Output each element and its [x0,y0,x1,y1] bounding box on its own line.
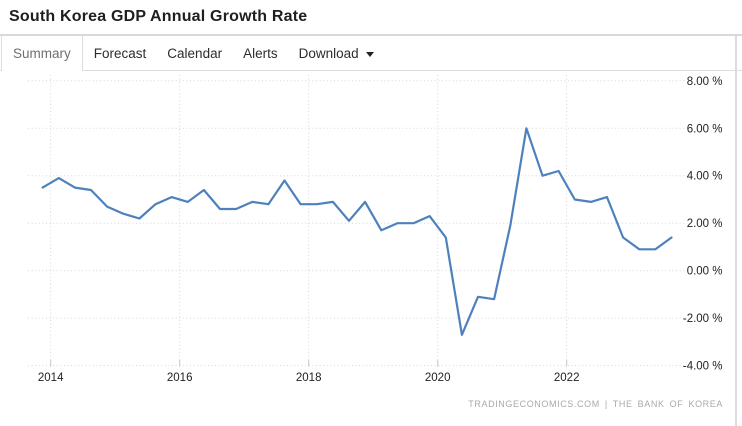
x-axis-label: 2020 [425,372,451,384]
x-axis-label: 2014 [38,372,64,384]
tab-calendar[interactable]: Calendar [167,45,223,61]
y-axis-label: -4.00 % [683,361,723,373]
y-axis-label: 8.00 % [687,76,723,88]
tab-download[interactable]: Download [289,36,384,70]
y-axis-label: 0.00 % [687,266,723,278]
tab-download-label: Download [298,45,359,61]
x-axis-label: 2016 [167,372,193,384]
tab-summary[interactable]: Summary [1,36,83,71]
caret-down-icon [365,51,374,57]
source-credit: TRADINGECONOMICS.COM | THE BANK OF KOREA [468,399,723,409]
tab-bar: Summary Forecast Calendar Alerts Downloa… [0,36,742,71]
right-edge-divider [735,36,737,426]
title-bar: South Korea GDP Annual Growth Rate [0,0,742,36]
x-axis-label: 2022 [554,372,580,384]
tab-alerts[interactable]: Alerts [243,45,278,61]
gdp-growth-line [41,127,673,336]
page-title: South Korea GDP Annual Growth Rate [9,8,308,25]
tab-forecast[interactable]: Forecast [93,45,147,61]
y-axis-label: 2.00 % [687,218,723,230]
y-axis-label: -2.00 % [683,313,723,325]
x-axis-label: 2018 [296,372,322,384]
y-axis-label: 4.00 % [687,171,723,183]
y-axis-label: 6.00 % [687,123,723,135]
